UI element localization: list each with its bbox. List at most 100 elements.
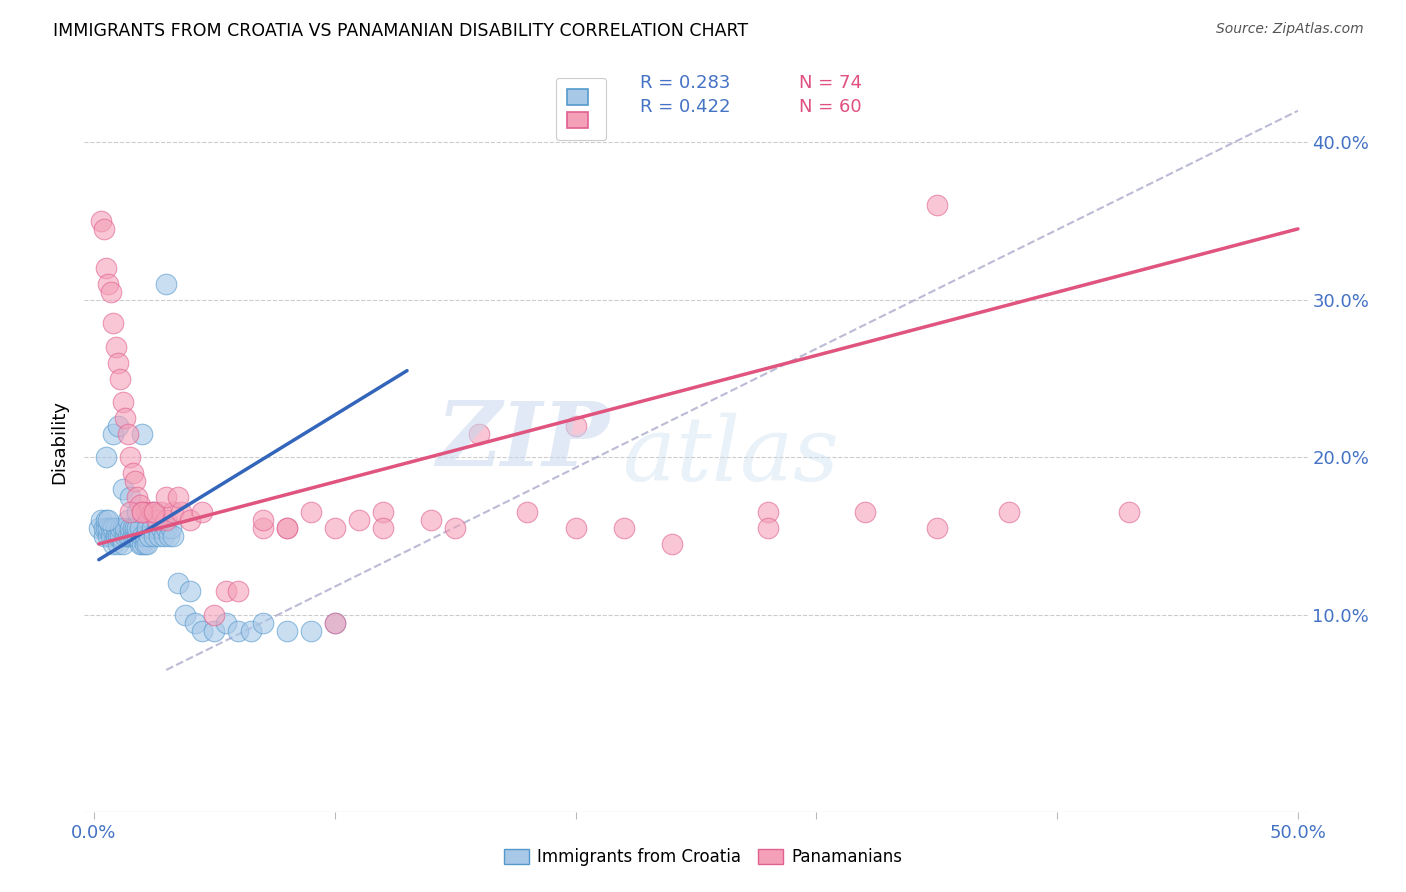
Point [141,505,163,519]
Point [323,615,346,630]
Point [252,615,274,630]
Point [174,607,197,622]
Point [153,529,176,543]
Point [131,529,153,543]
Point [104,521,127,535]
Point [136,521,159,535]
Point [103,537,125,551]
Point [120,521,142,535]
Text: R = 0.422: R = 0.422 [640,98,730,116]
Point [347,513,370,527]
Point [160,521,183,535]
Point [107,537,129,551]
Point [202,607,225,622]
Point [167,490,190,504]
Point [110,521,132,535]
Point [145,521,167,535]
Point [111,537,134,551]
Text: Source: ZipAtlas.com: Source: ZipAtlas.com [1216,22,1364,37]
Point [103,426,125,441]
Point [121,529,143,543]
Text: N = 60: N = 60 [799,98,862,116]
Point [371,521,394,535]
Point [323,615,346,630]
Point [141,521,163,535]
Point [155,513,177,527]
Point [228,624,250,638]
Point [93,529,115,543]
Point [103,317,125,331]
Y-axis label: Disability: Disability [51,400,69,483]
Point [94,261,117,276]
Point [516,505,538,519]
Point [756,521,779,535]
Point [136,537,159,551]
Point [100,529,122,543]
Point [100,521,122,535]
Point [97,521,120,535]
Point [128,537,150,551]
Point [107,418,129,433]
Point [117,529,139,543]
Point [117,513,139,527]
Point [100,285,122,299]
Point [167,576,190,591]
Point [131,537,153,551]
Point [128,498,150,512]
Point [252,521,274,535]
Point [148,529,170,543]
Point [90,513,112,527]
Point [127,505,149,519]
Point [143,505,166,519]
Point [97,277,120,291]
Point [114,529,136,543]
Point [127,490,149,504]
Point [134,529,156,543]
Point [155,490,177,504]
Point [564,521,586,535]
Point [179,584,201,599]
Point [114,411,136,425]
Point [131,505,153,519]
Point [120,529,142,543]
Point [162,505,184,519]
Point [228,584,250,599]
Point [853,505,876,519]
Point [371,505,394,519]
Point [110,529,132,543]
Point [124,529,146,543]
Point [121,521,143,535]
Point [94,450,117,465]
Point [1118,505,1140,519]
Point [124,521,146,535]
Point [252,513,274,527]
Point [94,521,117,535]
Text: atlas: atlas [623,413,838,500]
Point [97,513,120,527]
Point [107,529,129,543]
Point [299,624,322,638]
Point [444,521,467,535]
Point [145,513,167,527]
Legend: Immigrants from Croatia, Panamanians: Immigrants from Croatia, Panamanians [498,842,908,873]
Point [90,214,112,228]
Point [136,505,159,519]
Point [179,513,201,527]
Point [107,356,129,370]
Point [111,395,134,409]
Point [114,521,136,535]
Point [103,521,125,535]
Text: ZIP: ZIP [437,399,610,484]
Point [468,426,491,441]
Point [276,521,298,535]
Point [111,521,134,535]
Point [143,505,166,519]
Point [143,529,166,543]
Point [157,529,180,543]
Point [87,521,110,535]
Point [120,490,142,504]
Point [191,624,214,638]
Point [323,521,346,535]
Legend: , : , [557,78,606,139]
Text: IMMIGRANTS FROM CROATIA VS PANAMANIAN DISABILITY CORRELATION CHART: IMMIGRANTS FROM CROATIA VS PANAMANIAN DI… [53,22,748,40]
